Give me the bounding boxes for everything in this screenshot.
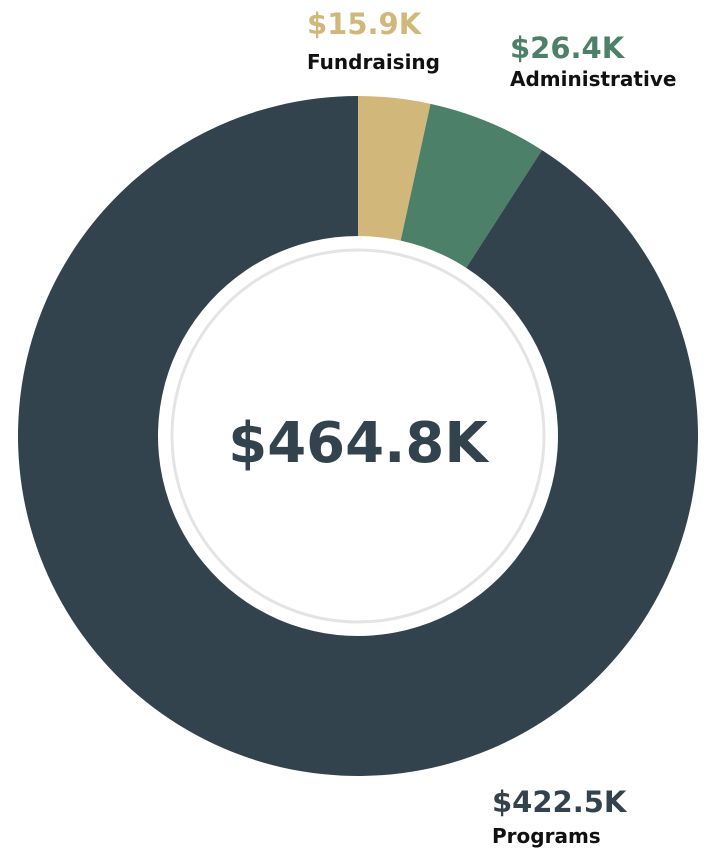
fundraising-category-label: Fundraising (307, 50, 440, 74)
administrative-amount-label: $26.4K (510, 31, 626, 65)
slice-programs (17, 96, 698, 776)
programs-category-label: Programs (492, 824, 601, 848)
inner-hole-ring (170, 248, 546, 624)
fundraising-amount-label: $15.9K (307, 7, 423, 41)
donut-slices (17, 96, 698, 776)
administrative-category-label: Administrative (510, 67, 676, 91)
slice-administrative (400, 103, 542, 268)
programs-amount-label: $422.5K (492, 785, 628, 819)
slice-fundraising (358, 96, 431, 241)
total-value-label: $464.8K (228, 411, 490, 476)
